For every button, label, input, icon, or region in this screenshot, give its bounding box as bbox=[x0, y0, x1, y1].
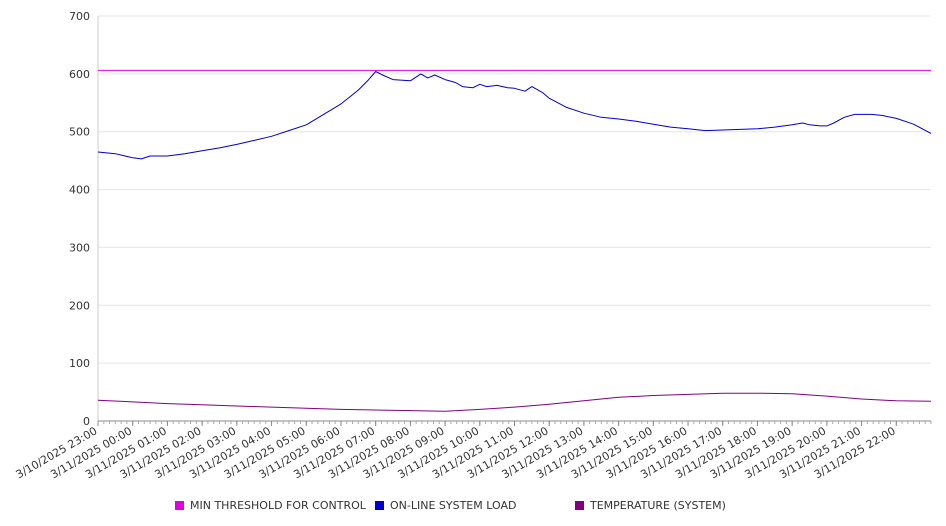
legend-label-temperature: TEMPERATURE (SYSTEM) bbox=[590, 499, 726, 512]
line-chart: 0 100 200 300 400 500 600 700 3/10/2025 23:003/… bbox=[14, 10, 932, 481]
gridlines bbox=[98, 15, 931, 364]
legend-label-min-threshold: MIN THRESHOLD FOR CONTROL bbox=[190, 499, 366, 512]
legend-swatch-system-load bbox=[375, 501, 384, 510]
legend-label-system-load: ON-LINE SYSTEM LOAD bbox=[390, 499, 517, 512]
y-axis-ticks: 0 100 200 300 400 500 600 700 bbox=[69, 10, 90, 428]
legend-swatch-temperature bbox=[575, 501, 584, 510]
legend: MIN THRESHOLD FOR CONTROL ON-LINE SYSTEM… bbox=[0, 496, 946, 516]
y-tick-label: 500 bbox=[69, 126, 90, 139]
legend-swatch-min-threshold bbox=[175, 501, 184, 510]
y-tick-label: 400 bbox=[69, 184, 90, 197]
y-tick-label: 200 bbox=[69, 299, 90, 312]
series-lines bbox=[97, 69, 932, 412]
legend-item-temperature: TEMPERATURE (SYSTEM) bbox=[575, 499, 726, 512]
y-tick-label: 700 bbox=[69, 10, 90, 23]
series-line-2 bbox=[97, 392, 932, 412]
x-axis-ticks: 3/10/2025 23:003/11/2025 00:003/11/2025 … bbox=[14, 424, 898, 481]
legend-item-min-threshold: MIN THRESHOLD FOR CONTROL bbox=[175, 499, 366, 512]
legend-item-system-load: ON-LINE SYSTEM LOAD bbox=[375, 499, 516, 512]
y-tick-label: 300 bbox=[69, 241, 90, 254]
y-tick-label: 0 bbox=[83, 415, 90, 428]
y-tick-label: 600 bbox=[69, 68, 90, 81]
axes bbox=[97, 16, 932, 426]
series-line-1 bbox=[97, 71, 932, 160]
y-tick-label: 100 bbox=[69, 357, 90, 370]
